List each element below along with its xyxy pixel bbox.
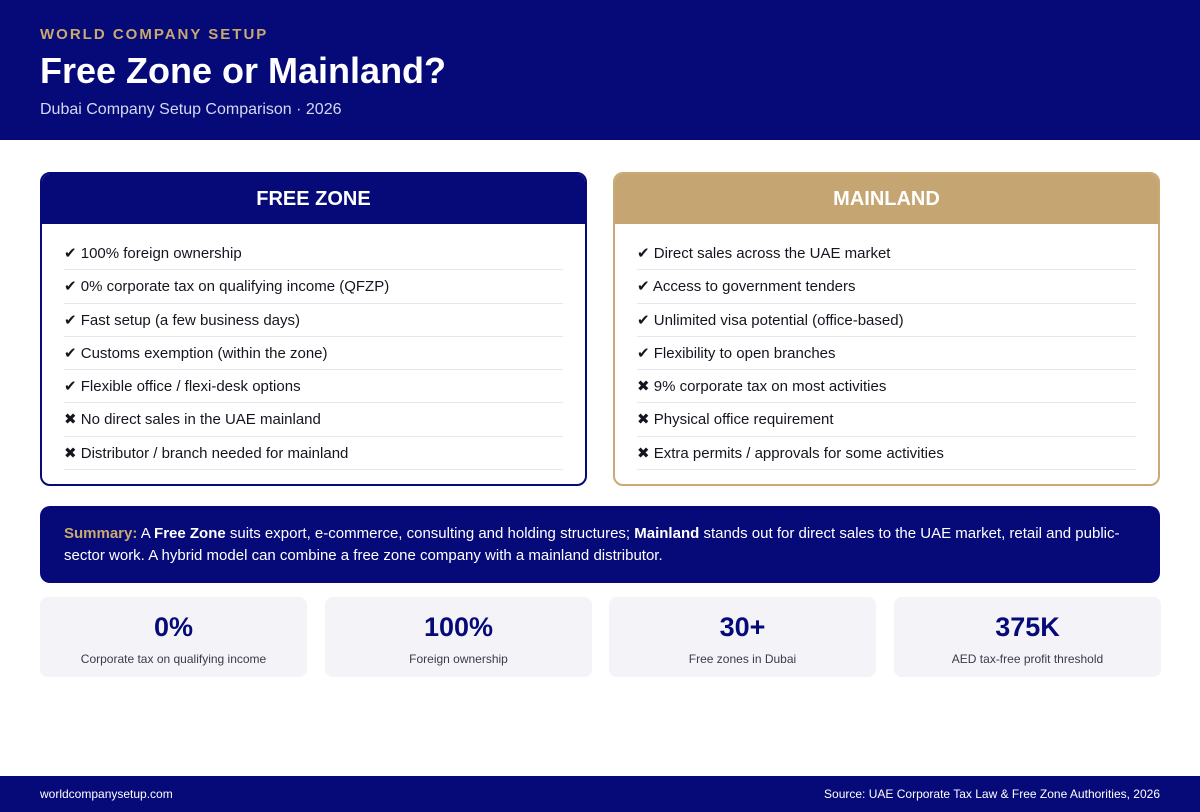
summary-text: stands out for direct sales to the UAE m… (64, 525, 1120, 564)
page-footer: worldcompanysetup.com Source: UAE Corpor… (0, 776, 1200, 812)
list-item: ✔ Unlimited visa potential (office-based… (637, 304, 1136, 337)
page-header: WORLD COMPANY SETUP Free Zone or Mainlan… (0, 0, 1200, 140)
list-item: ✔ 100% foreign ownership (64, 237, 563, 271)
list-item: ✖ Extra permits / approvals for some act… (637, 437, 1136, 471)
brand-eyebrow: WORLD COMPANY SETUP (40, 26, 269, 43)
list-item: ✔ Access to government tenders (637, 270, 1136, 304)
stat-card-threshold: 375K AED tax-free profit threshold (894, 597, 1161, 677)
stat-caption: Corporate tax on qualifying income (80, 652, 267, 666)
footer-source: Source: UAE Corporate Tax Law & Free Zon… (824, 787, 1160, 801)
mainland-card: MAINLAND ✔ Direct sales across the UAE m… (613, 172, 1160, 486)
list-item: ✔ Direct sales across the UAE market (637, 237, 1136, 271)
stat-value: 0% (153, 612, 194, 642)
list-item: ✔ Flexibility to open branches (637, 337, 1136, 371)
list-item: ✔ Fast setup (a few business days) (64, 304, 563, 337)
list-item: ✔ 0% corporate tax on qualifying income … (64, 270, 563, 304)
summary-mainland: Mainland (634, 525, 700, 542)
summary-label: Summary: (64, 525, 138, 542)
list-item: ✖ No direct sales in the UAE mainland (64, 403, 563, 437)
stat-caption: Foreign ownership (409, 652, 508, 666)
free-zone-card: FREE ZONE ✔ 100% foreign ownership ✔ 0% … (40, 172, 587, 486)
stat-card-ownership: 100% Foreign ownership (325, 597, 592, 677)
stat-card-free-zones: 30+ Free zones in Dubai (609, 597, 876, 677)
list-item: ✖ Physical office requirement (637, 403, 1136, 437)
page-subtitle: Dubai Company Setup Comparison · 2026 (40, 101, 342, 118)
summary-box: Summary: A Free Zone suits export, e-com… (40, 506, 1160, 583)
mainland-list: ✔ Direct sales across the UAE market ✔ A… (615, 224, 1158, 471)
mainland-card-title: MAINLAND (615, 174, 1158, 224)
stat-value: 375K (995, 612, 1060, 642)
list-item: ✖ Distributor / branch needed for mainla… (64, 437, 563, 471)
stat-card-tax: 0% Corporate tax on qualifying income (40, 597, 307, 677)
stat-caption: AED tax-free profit threshold (951, 652, 1104, 666)
page-title: Free Zone or Mainland? (40, 50, 447, 91)
list-item: ✖ 9% corporate tax on most activities (637, 370, 1136, 404)
free-zone-card-title: FREE ZONE (42, 174, 585, 224)
list-item: ✔ Customs exemption (within the zone) (64, 337, 563, 371)
stat-caption: Free zones in Dubai (688, 652, 797, 666)
stat-value: 30+ (719, 612, 766, 642)
summary-text: A (137, 525, 155, 542)
summary-text: suits export, e-commerce, consulting and… (225, 525, 635, 542)
free-zone-list: ✔ 100% foreign ownership ✔ 0% corporate … (42, 224, 585, 471)
list-item: ✔ Flexible office / flexi-desk options (64, 370, 563, 404)
footer-site: worldcompanysetup.com (40, 787, 173, 801)
summary-free-zone: Free Zone (154, 525, 226, 542)
stat-value: 100% (423, 612, 494, 642)
